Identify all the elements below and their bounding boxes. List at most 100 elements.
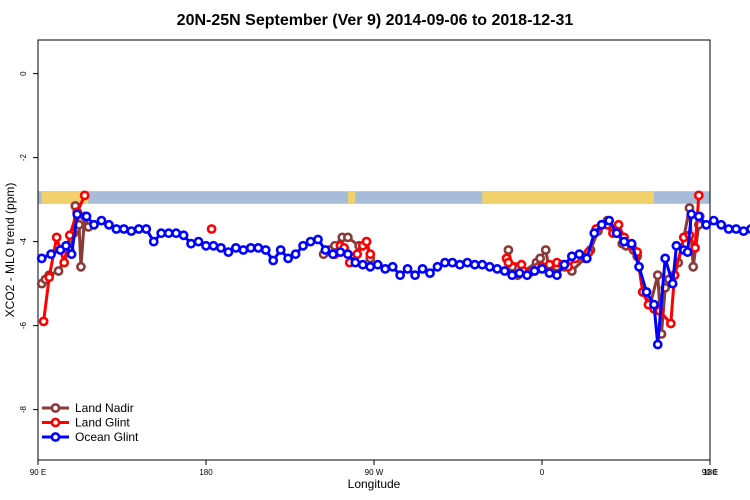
ocean-glint-point-0-8 — [96, 215, 107, 226]
ocean-glint-point-0-97 — [746, 224, 750, 234]
ocean-glint-point-0-82 — [649, 299, 659, 310]
land-glint-point-0-2 — [51, 232, 62, 243]
ocean-glint-point-0-21 — [193, 236, 204, 247]
ocean-glint-point-0-86 — [671, 240, 682, 251]
y-tick-label-4: -8 — [19, 405, 28, 413]
ocean-glint-point-0-71 — [566, 251, 577, 262]
x-tick-label-2: 90 W — [365, 468, 384, 477]
ocean-glint-point-0-53 — [432, 261, 443, 272]
land-nadir-point-0-3 — [53, 266, 64, 276]
ocean-glint-point-0-1 — [46, 249, 56, 260]
ocean-glint-point-0-45 — [372, 259, 383, 270]
ocean-glint-point-0-35 — [298, 240, 308, 251]
ocean-glint-point-0-29 — [253, 242, 264, 253]
legend-marker-land-nadir — [50, 403, 61, 413]
ocean-glint-point-0-60 — [484, 261, 495, 272]
ocean-glint-point-0-89 — [686, 209, 697, 220]
land-glint-point-0-1 — [44, 272, 55, 283]
ocean-glint-point-0-20 — [186, 238, 196, 249]
ocean-glint-point-0-36 — [305, 236, 316, 247]
land-glint-point-3-31 — [693, 190, 704, 201]
ocean-glint-point-0-33 — [283, 253, 294, 264]
ocean-glint-point-0-22 — [201, 240, 211, 251]
chart-title: 20N-25N September (Ver 9) 2014-09-06 to … — [177, 12, 574, 29]
land-glint-point-2-6 — [361, 236, 372, 247]
land-nadir-point-2-32 — [688, 261, 699, 272]
land-glint-point-0-0 — [38, 316, 49, 327]
series-layer — [36, 190, 750, 350]
ocean-glint-point-0-52 — [425, 268, 435, 278]
plot-frame — [37, 39, 711, 461]
x-tick-label-1: 180 — [199, 468, 213, 477]
ocean-glint-point-0-26 — [230, 242, 241, 253]
series-ocean-glint — [36, 209, 750, 350]
ocean-glint-point-0-72 — [574, 249, 585, 260]
ocean-glint-point-0-5 — [72, 209, 83, 220]
x-tick-label-3: 0 — [540, 468, 545, 477]
ocean-glint-point-0-94 — [723, 224, 734, 234]
ocean-glint-point-0-76 — [604, 215, 615, 226]
y-tick-label-1: -2 — [19, 153, 28, 161]
land-glint-point-3-1 — [503, 257, 514, 268]
ocean-glint-point-0-3 — [61, 240, 71, 251]
y-axis: 0 -2 -4 -6 -8 — [19, 71, 38, 413]
x-axis-label: Longitude — [348, 477, 401, 491]
ocean-glint-point-0-59 — [477, 259, 488, 270]
ocean-glint-point-0-54 — [440, 257, 450, 268]
legend-label-ocean-glint: Ocean Glint — [75, 430, 139, 444]
ocean-glint-point-0-70 — [559, 259, 570, 270]
ocean-glint-point-0-24 — [216, 242, 226, 253]
ocean-glint-point-0-62 — [499, 266, 510, 276]
ocean-glint-point-0-9 — [104, 219, 114, 230]
y-axis-label: XCO2 - MLO trend (ppm) — [3, 183, 17, 318]
ocean-glint-point-0-28 — [245, 242, 256, 253]
land-nadir-point-0-8 — [76, 261, 86, 272]
ocean-glint-point-0-65 — [522, 270, 532, 281]
ocean-glint-point-0-51 — [417, 263, 428, 274]
ocean-glint-point-0-39 — [328, 249, 338, 260]
ocean-glint-point-0-66 — [529, 266, 540, 276]
y-tick-label-2: -4 — [19, 237, 28, 245]
ocean-glint-point-0-55 — [447, 257, 458, 268]
ocean-glint-point-0-44 — [365, 261, 376, 272]
land-glint-point-3-30 — [690, 242, 700, 253]
land-nadir-point-1-4 — [342, 232, 353, 243]
ocean-glint-point-0-40 — [335, 247, 346, 257]
ocean-glint-point-0-88 — [682, 247, 693, 257]
land-glint-point-3-7 — [544, 259, 555, 270]
y-tick-label-3: -6 — [19, 321, 28, 329]
ocean-glint-point-0-77 — [611, 228, 622, 239]
ocean-glint-point-0-31 — [268, 255, 279, 266]
ocean-glint-point-0-19 — [178, 230, 189, 241]
ocean-glint-point-0-11 — [118, 224, 129, 234]
ocean-glint-point-0-7 — [89, 219, 99, 230]
ocean-glint-point-0-74 — [589, 228, 600, 239]
ocean-glint-point-0-84 — [660, 253, 671, 264]
ocean-glint-point-0-25 — [223, 247, 234, 257]
ocean-glint-point-0-13 — [133, 224, 144, 234]
ocean-glint-point-0-12 — [126, 226, 137, 236]
ocean-glint-point-0-58 — [469, 259, 480, 270]
ocean-glint-point-0-50 — [410, 270, 420, 281]
ocean-glint-point-0-81 — [641, 287, 652, 297]
ocean-glint-point-0-90 — [693, 211, 704, 222]
land-band-1 — [347, 191, 356, 204]
ocean-glint-point-0-56 — [454, 259, 465, 270]
ocean-glint-point-0-32 — [275, 245, 286, 255]
legend-label-land-glint: Land Glint — [75, 416, 130, 430]
ocean-glint-point-0-14 — [141, 224, 152, 234]
ocean-glint-point-0-37 — [313, 234, 323, 245]
land-glint-point-0-3 — [59, 257, 70, 268]
x-tick-label-0: 90 E — [30, 468, 46, 477]
ocean-glint-point-0-16 — [156, 228, 167, 239]
ocean-glint-point-0-93 — [716, 219, 727, 230]
ocean-glint-point-0-23 — [208, 240, 219, 251]
ocean-glint-point-0-63 — [507, 270, 518, 281]
land-ocean-strip — [38, 191, 710, 204]
ocean-glint-line-0 — [41, 212, 750, 346]
legend-marker-land-glint — [50, 417, 61, 428]
land-glint-point-2-7 — [365, 249, 376, 260]
